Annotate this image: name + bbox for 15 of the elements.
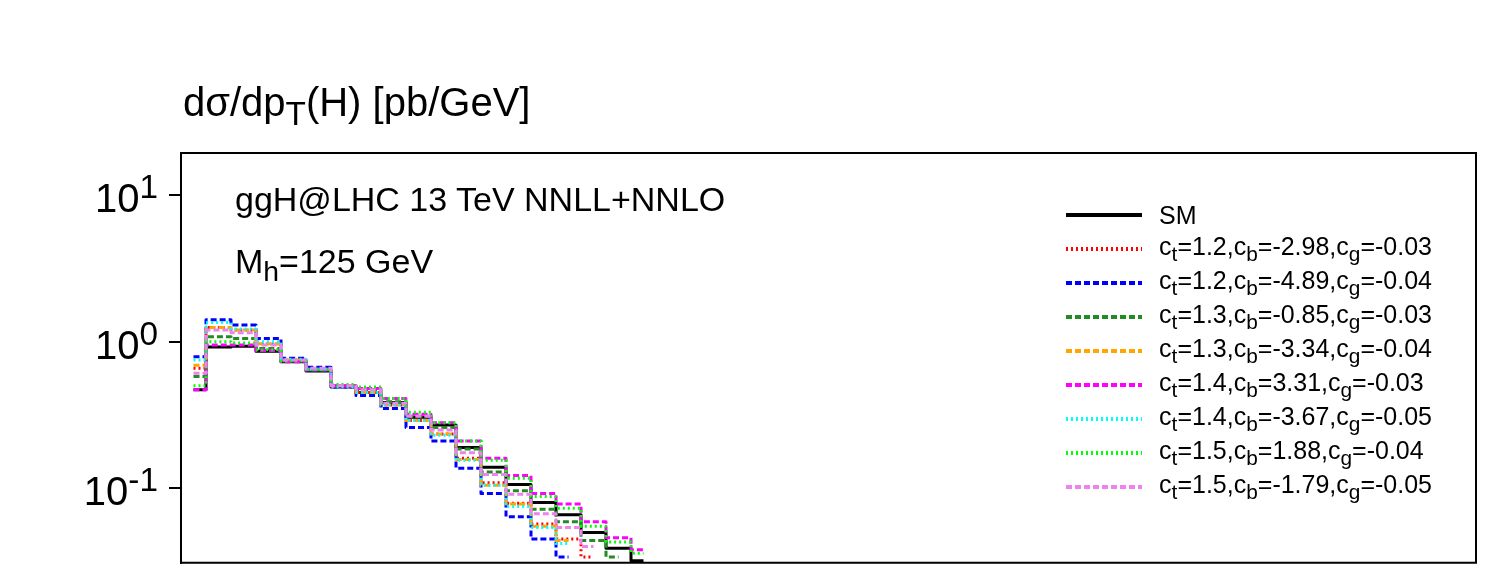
legend-label: c$_{t}$=1.2,c$_{b}$=-4.89,c$_{g}$=-0.04 [1159,266,1432,300]
y-tick-label: 10$^{1}$ [94,167,158,221]
legend-label: c$_{t}$=1.4,c$_{b}$=3.31,c$_{g}$=-0.03 [1159,368,1424,402]
legend-label: c$_{t}$=1.5,c$_{b}$=-1.79,c$_{g}$=-0.05 [1159,470,1432,504]
legend-label: c$_{t}$=1.3,c$_{b}$=-3.34,c$_{g}$=-0.04 [1159,334,1432,368]
annotation: ggH@LHC 13 TeV NNLL+NNLO [235,180,726,219]
legend-label: c$_{t}$=1.5,c$_{b}$=1.88,c$_{g}$=-0.04 [1159,436,1424,470]
legend-label: c$_{t}$=1.2,c$_{b}$=-2.98,c$_{g}$=-0.03 [1159,232,1432,266]
y-tick-label: 10$^{0}$ [94,313,158,368]
legend-label: SM [1159,200,1197,230]
chart-title: dσ/dp$_{T}$(H) [pb/GeV] [183,80,531,133]
legend-label: c$_{t}$=1.3,c$_{b}$=-0.85,c$_{g}$=-0.03 [1159,300,1432,334]
annotation: M$_{h}$=125 GeV [235,242,434,288]
y-tick-label: 10$^{-1}$ [83,460,158,514]
legend-label: c$_{t}$=1.4,c$_{b}$=-3.67,c$_{g}$=-0.05 [1159,402,1432,436]
